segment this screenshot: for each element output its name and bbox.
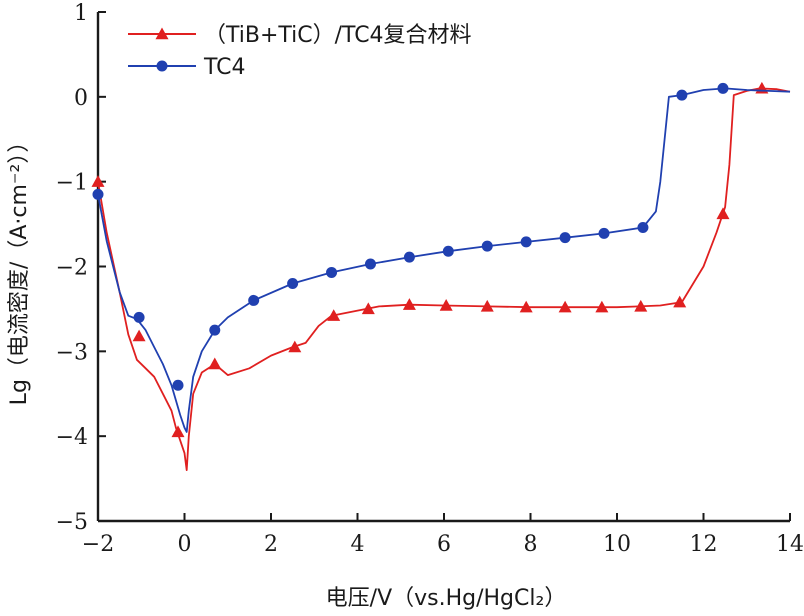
data-point [673,295,687,308]
series-line [97,87,791,472]
y-axis-label: Lg（电流密度/（A·cm⁻²）） [7,131,32,406]
data-point [172,379,184,391]
data-point [634,299,648,312]
data-point [402,298,416,310]
x-tick-label: 14 [776,532,804,557]
data-point [171,425,185,438]
y-tick-label: 1 [74,1,88,26]
data-point [598,227,610,239]
x-tick-label: 2 [264,532,278,557]
data-point [248,294,260,306]
data-point [91,175,105,187]
y-tick-label: −1 [56,171,88,196]
series-composite [91,81,791,472]
data-point [326,266,338,278]
data-point [676,89,688,101]
y-tick-label: 0 [74,86,88,111]
series-layer [91,81,791,472]
data-point [558,300,572,313]
data-point [133,311,145,323]
legend-marker [156,60,168,72]
data-point [92,188,104,200]
data-point [595,300,609,313]
legend-marker [155,27,169,40]
data-point [755,81,769,94]
x-tick-label: 12 [690,532,718,557]
x-tick-label: 10 [603,532,631,557]
data-point [716,207,730,220]
data-point [637,221,649,233]
data-point [520,236,532,248]
data-point [403,251,415,263]
data-point [519,300,533,313]
y-tick-label: −2 [56,256,88,281]
data-point [364,258,376,270]
y-tick-label: −4 [56,425,88,450]
data-point [288,340,302,353]
data-point [132,329,146,342]
data-point [480,299,494,312]
series-line [97,87,791,433]
y-tick-label: −3 [56,340,88,365]
y-tick-label: −5 [56,510,88,535]
x-tick-label: 0 [178,532,192,557]
legend-label: （TiB+TiC）/TC4复合材料 [204,23,472,48]
data-point [209,324,221,336]
x-tick-label: 8 [524,532,538,557]
data-point [559,232,571,244]
data-point [327,309,341,321]
legend: （TiB+TiC）/TC4复合材料 TC4 [128,23,472,80]
data-point [439,299,453,311]
data-point [208,357,222,370]
x-tick-label: 6 [437,532,451,557]
series-tc4 [92,82,791,433]
legend-label: TC4 [203,55,246,80]
data-point [361,302,375,315]
data-point [481,240,493,252]
x-axis-label: 电压/V（vs.Hg/HgCl₂） [326,586,567,611]
x-tick-label: −2 [82,532,114,557]
data-point [717,82,729,94]
data-point [287,277,299,289]
x-tick-label: 4 [351,532,365,557]
axes: −2 0 2 4 6 8 10 12 14 −5 −4 −3 −2 −1 0 1 [56,1,804,557]
data-point [442,245,454,257]
